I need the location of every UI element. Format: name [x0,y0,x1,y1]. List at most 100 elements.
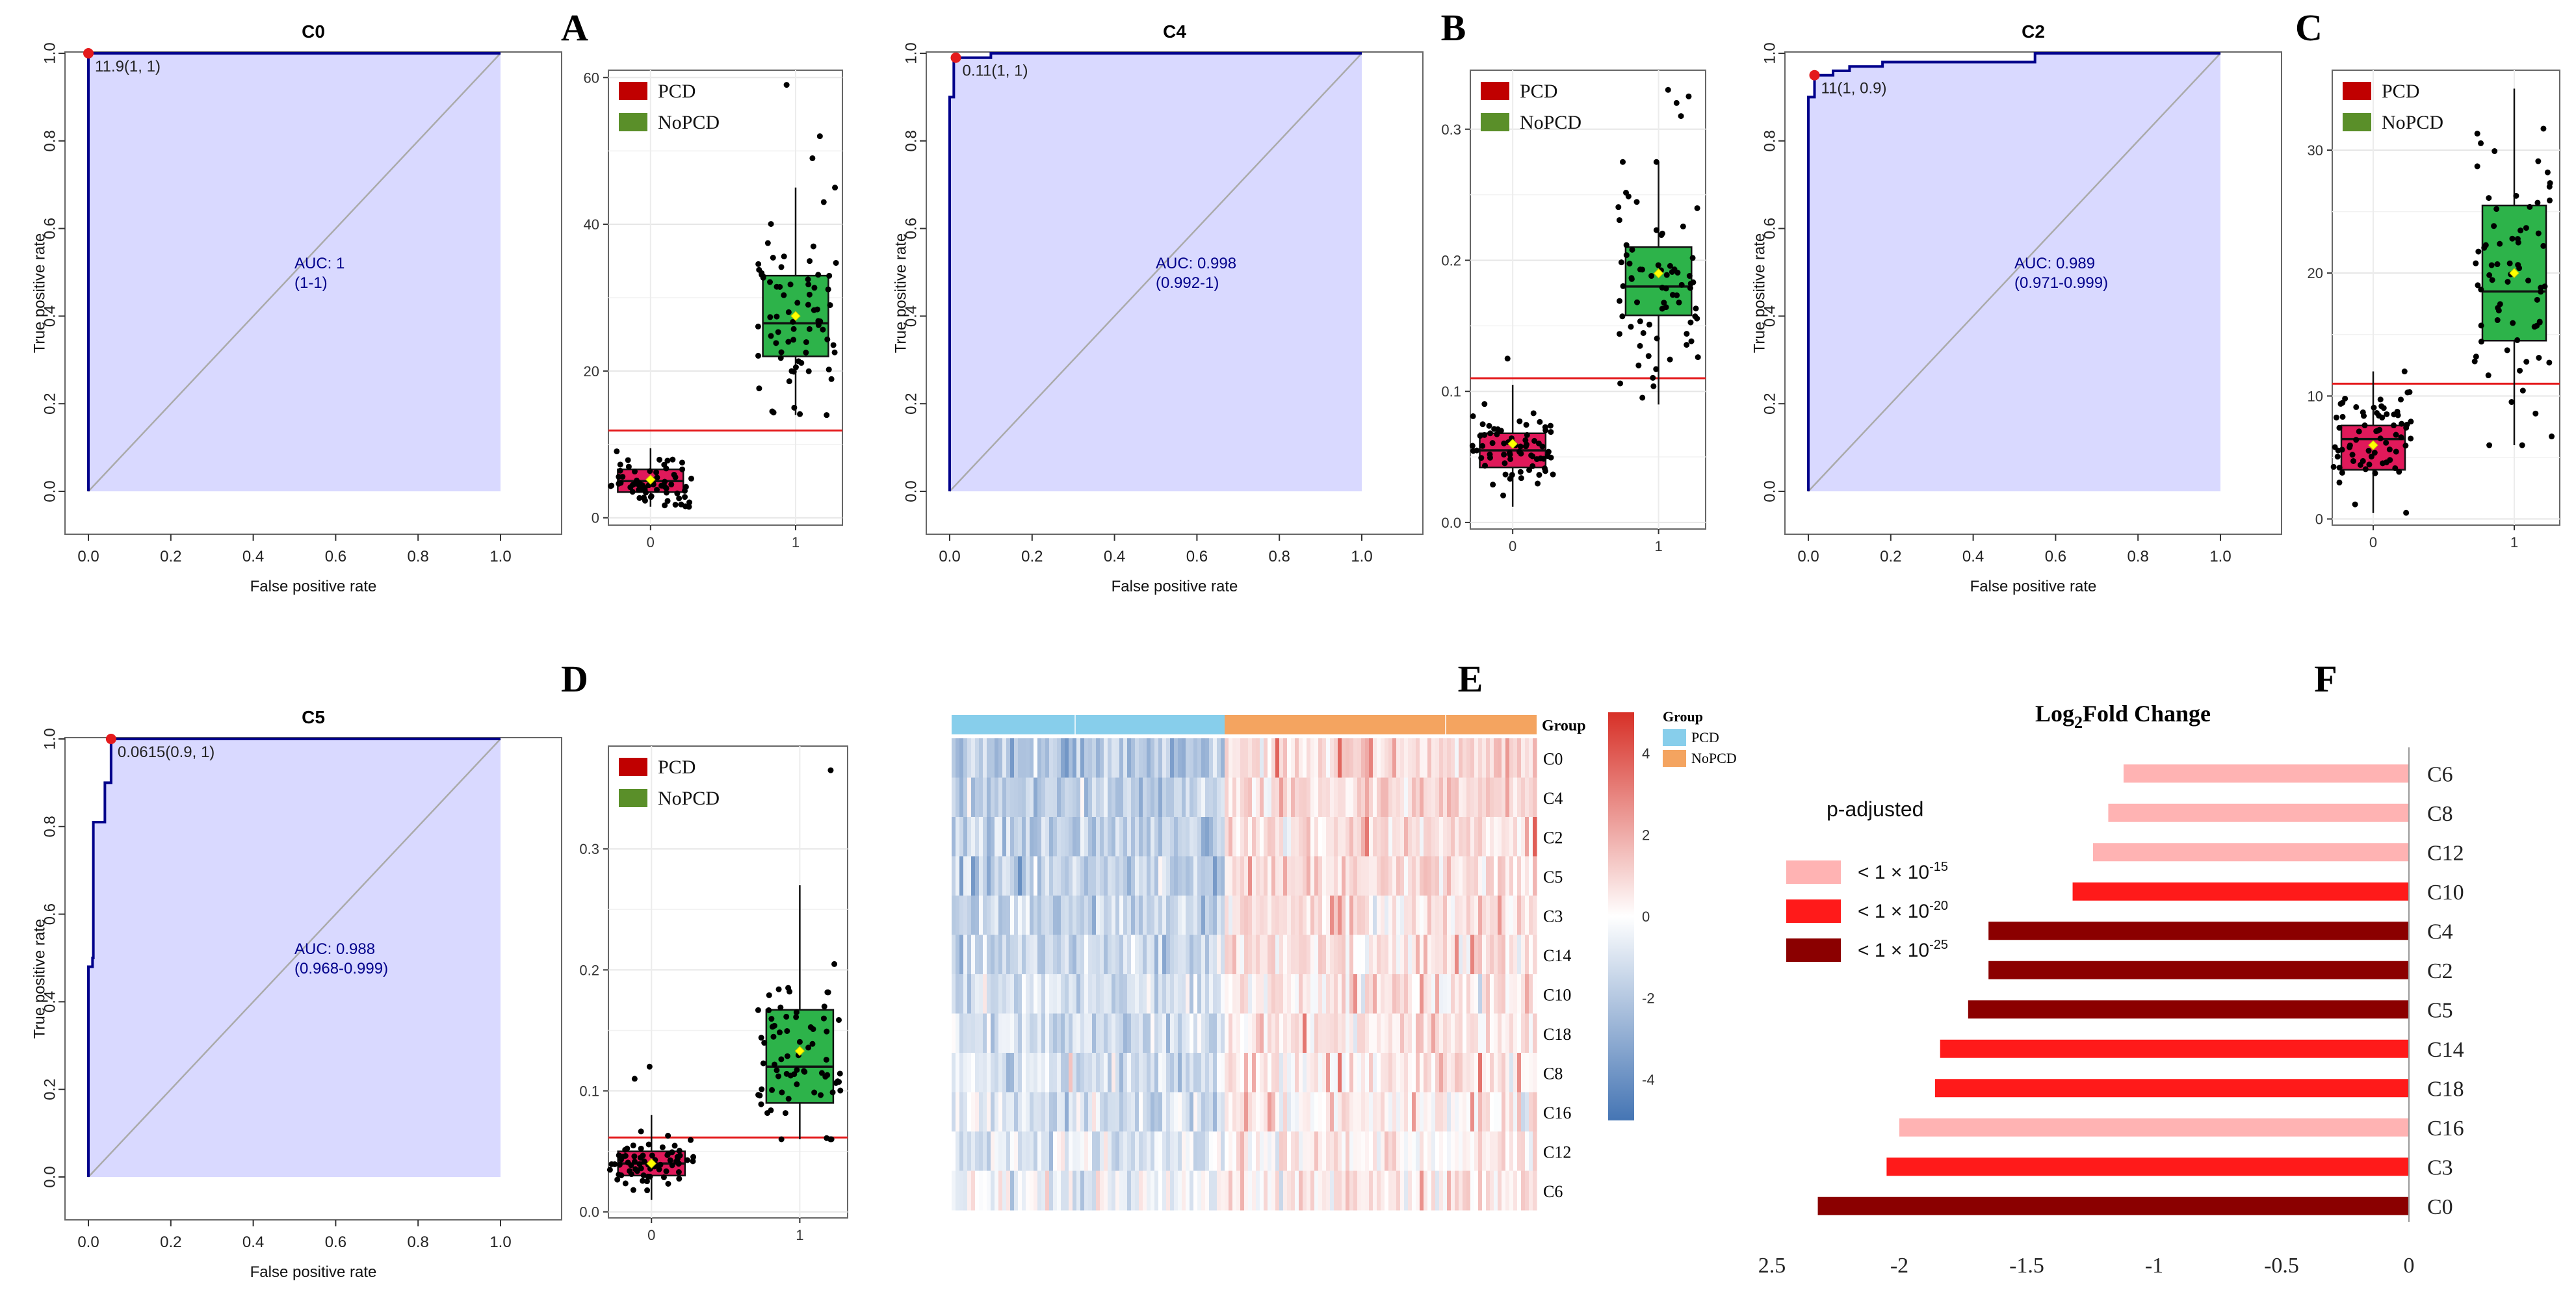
heatmap-cell [1369,738,1373,778]
heatmap-cell [1385,738,1389,778]
heatmap-cell [1252,1092,1256,1132]
heatmap-cell [1037,1092,1042,1132]
group-legend-swatch [1663,750,1686,767]
heatmap-cell [1307,974,1311,1014]
heatmap-cell [1221,817,1225,857]
heatmap-cell [1158,974,1163,1014]
heatmap-cell [1330,1092,1334,1132]
heatmap-cell [1279,1131,1284,1171]
heatmap-cell [1221,738,1225,778]
heatmap-cell [956,1053,960,1092]
heatmap-cell [983,817,987,857]
heatmap-cell [1463,777,1467,818]
heatmap-cell [1108,777,1112,818]
x-tick-label: 0.0 [77,548,99,565]
heatmap-cell [1478,1013,1483,1053]
legend-label: PCD [658,756,696,778]
y-tick-label: 0.1 [579,1083,599,1100]
heatmap-cell [1178,1131,1182,1171]
heatmap-cell [1131,1131,1136,1171]
heatmap-cell [1353,738,1358,778]
heatmap-cell [1049,817,1054,857]
heatmap-cell [1299,777,1303,818]
heatmap-cell [1474,974,1479,1014]
data-point [1639,394,1646,401]
heatmap-cell [1201,777,1206,818]
heatmap-cell [1291,817,1295,857]
heatmap-cell [1026,1053,1030,1092]
heatmap-cell [1108,1131,1112,1171]
heatmap-cell [1455,777,1459,818]
heatmap-cell [1115,1170,1120,1211]
heatmap-cell [1014,1092,1019,1132]
heatmap-cell [1291,1131,1295,1171]
heatmap-cell [1190,738,1194,778]
heatmap-cell [1151,1131,1155,1171]
heatmap-cell [1115,974,1120,1014]
heatmap-cell [1205,1092,1210,1132]
heatmap-cell [959,1092,964,1132]
data-point [764,240,771,246]
heatmap-cell [1244,856,1249,896]
heatmap-cell [975,1131,980,1171]
heatmap-cell [1361,856,1366,896]
heatmap-cell [1240,738,1245,778]
heatmap-cell [1439,777,1444,818]
heatmap-cell [1197,856,1202,896]
heatmap-cell [1299,856,1303,896]
heatmap-cell [1318,738,1323,778]
auc-label: AUC: 0.988 [294,940,375,958]
roc-curve [87,738,501,1177]
x-tick-label: 0.4 [1104,548,1125,565]
heatmap-cell [1470,1131,1475,1171]
heatmap-cell [1529,935,1533,975]
chart-title: C4 [1163,21,1186,42]
heatmap-cell [1314,738,1319,778]
heatmap-cell [1416,777,1420,818]
y-axis-label: True positive rate [31,919,48,1039]
heatmap-cell [1478,1092,1483,1132]
heatmap-cell [1342,1170,1346,1211]
data-point [2339,446,2345,453]
data-point [2371,450,2378,456]
heatmap-cell [1236,974,1241,1014]
heatmap-cell [1486,777,1490,818]
heatmap-cell [1037,738,1042,778]
heatmap-cell [1139,896,1143,935]
data-point [1693,305,1699,312]
data-point [682,503,688,510]
heatmap-cell [1322,1092,1327,1132]
heatmap-cell [1353,1053,1358,1092]
heatmap-cell [1529,1053,1533,1092]
data-point [2478,286,2484,292]
y-tick-label: 0.1 [1441,383,1461,400]
heatmap-cell [1408,974,1412,1014]
heatmap-cell [1002,935,1007,975]
row-label: C18 [1543,1025,1571,1044]
heatmap-cell [1303,738,1307,778]
heatmap-cell [1482,817,1487,857]
heatmap-cell [1014,935,1019,975]
heatmap-cell [1455,1053,1459,1092]
heatmap-cell [1061,896,1065,935]
outlier-point [1678,113,1684,120]
data-point [2504,279,2511,285]
heatmap-cell [1049,935,1054,975]
scale-tick-label: -4 [1642,1072,1655,1088]
heatmap-cell [1307,777,1311,818]
data-point [755,261,762,267]
data-point [1678,281,1685,288]
data-point [1548,429,1554,435]
heatmap-cell [1385,896,1389,935]
mean-marker [790,311,801,321]
heatmap-cell [952,974,956,1014]
heatmap-cell [1076,1013,1081,1053]
heatmap-cell [1404,896,1409,935]
data-point [778,1136,785,1143]
data-point [760,274,766,281]
heatmap-cell [1322,1013,1327,1053]
heatmap-cell [998,1013,1003,1053]
heatmap-cell [1447,1170,1451,1211]
heatmap-cell [1427,777,1432,818]
heatmap-cell [959,896,964,935]
